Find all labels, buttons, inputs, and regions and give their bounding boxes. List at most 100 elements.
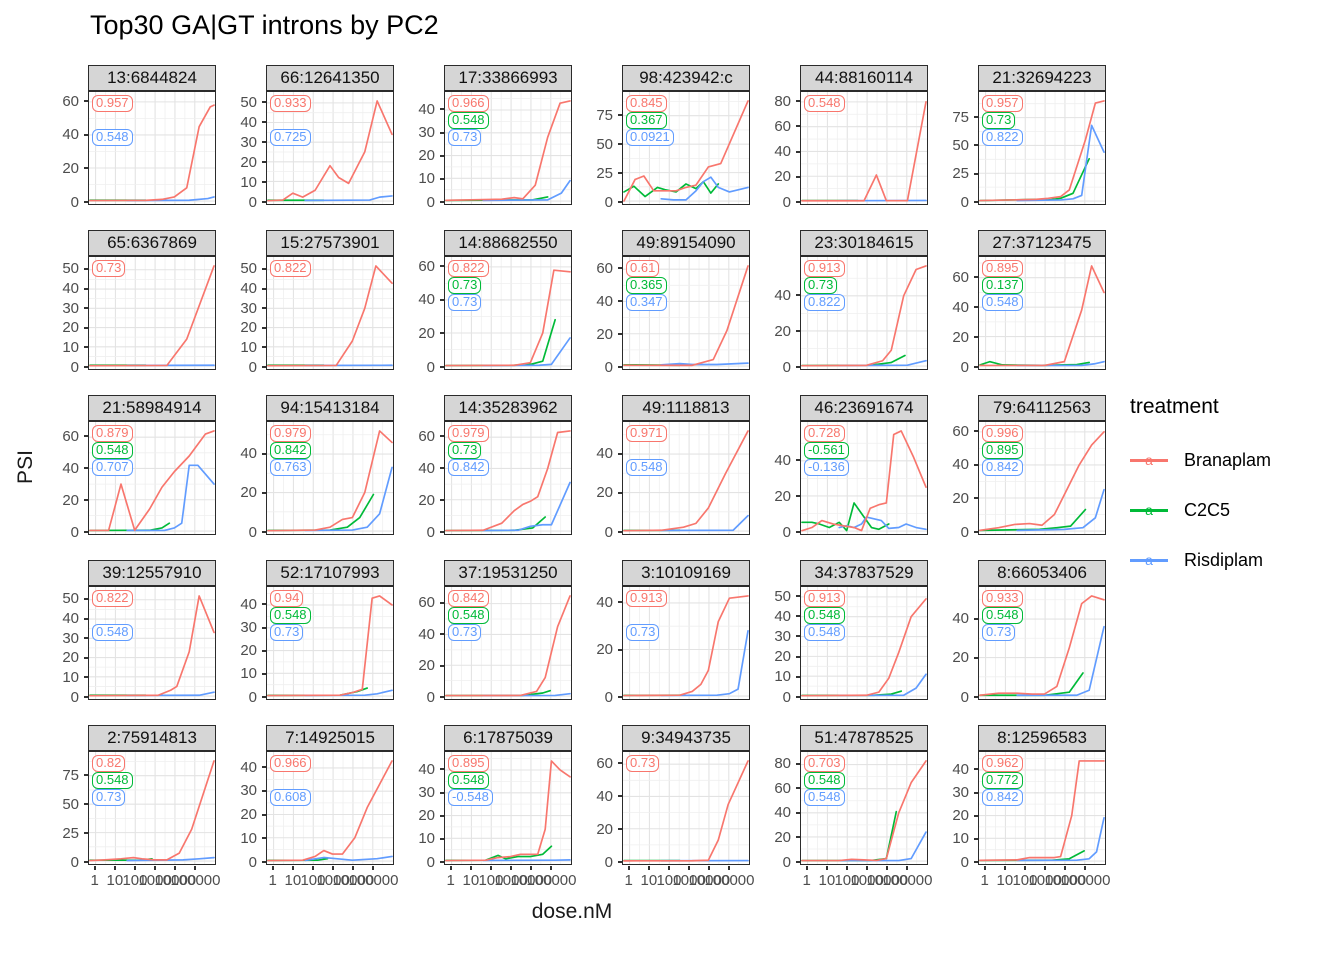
series-c2c5-line (623, 180, 720, 198)
legend-item-risdiplam: a Risdiplam (1130, 535, 1340, 585)
y-axis-ticks: 0 20 40 60 80 (750, 751, 800, 870)
y-tick-mark (440, 467, 444, 470)
y-axis-ticks: 0 20 40 (750, 256, 800, 375)
corr-label-branaplam: 0.73 (626, 755, 660, 772)
y-tick-label: 40 (952, 298, 969, 316)
y-tick-mark (440, 768, 444, 771)
y-tick-label: 20 (774, 487, 791, 505)
y-tick-label: 60 (418, 427, 435, 445)
corr-label-branaplam: 0.979 (448, 425, 489, 442)
y-tick-mark (618, 828, 622, 831)
facet-plot-area: 0.822 (266, 256, 394, 370)
x-tick-mark (667, 866, 670, 870)
series-branaplam-line (267, 760, 393, 862)
y-tick-mark (84, 100, 88, 103)
y-tick-mark (440, 601, 444, 604)
x-tick-label: 1000 (138, 872, 172, 889)
facet-plot-area: 0.979 0.842 0.763 (266, 421, 394, 535)
y-tick-mark (440, 298, 444, 301)
series-risdiplam-line (1016, 816, 1105, 862)
x-tick-mark (550, 866, 553, 870)
y-tick-mark (796, 125, 800, 128)
y-tick-mark (262, 491, 266, 494)
corr-label-risdiplam: 0.73 (270, 624, 304, 641)
x-tick-label: 100 (122, 872, 148, 889)
y-tick-label: 10 (240, 173, 257, 191)
y-axis-ticks: 0 25 50 75 (928, 91, 978, 210)
y-tick-mark (796, 150, 800, 153)
series-risdiplam-line (1016, 124, 1105, 202)
y-tick-mark (84, 467, 88, 470)
series-branaplam-line (623, 100, 749, 202)
y-tick-label: 0 (604, 853, 613, 871)
y-tick-mark (974, 144, 978, 147)
y-tick-mark (84, 346, 88, 349)
series-branaplam-line (623, 595, 749, 697)
y-tick-label: 40 (62, 610, 79, 628)
y-tick-label: 0 (604, 358, 613, 376)
series-c2c5-line (445, 516, 547, 532)
y-tick-label: 30 (774, 627, 791, 645)
series-branaplam-line (445, 269, 571, 367)
corr-label-branaplam: 0.971 (626, 425, 667, 442)
facet-plot-area: 0.913 0.73 (622, 586, 750, 700)
x-tick-label: 10 (284, 872, 302, 889)
corr-label-branaplam: 0.933 (982, 590, 1023, 607)
x-tick-mark (627, 866, 630, 870)
y-tick-mark (440, 332, 444, 335)
y-tick-label: 50 (774, 587, 791, 605)
y-tick-mark (440, 791, 444, 794)
y-tick-mark (84, 637, 88, 640)
y-tick-mark (84, 676, 88, 679)
x-tick-mark (530, 866, 533, 870)
series-branaplam-line (445, 595, 571, 697)
y-tick-label: 20 (596, 820, 613, 838)
series-branaplam-line (979, 265, 1105, 367)
y-tick-label: 30 (240, 299, 257, 317)
y-tick-mark (440, 435, 444, 438)
corr-label-branaplam: 0.895 (982, 260, 1023, 277)
y-tick-label: 40 (774, 607, 791, 625)
x-tick-mark (469, 866, 472, 870)
x-axis-ticks: 1 10 100 1000 10000 100000 (622, 866, 755, 896)
y-axis-ticks: 0 10 20 30 40 (394, 751, 444, 870)
facet-strip: 8:66053406 (978, 560, 1106, 586)
facet: 34:37837529 0 10 20 30 40 50 0.913 0.548 0.548 (750, 560, 928, 725)
y-tick-mark (618, 861, 622, 863)
y-tick-mark (618, 267, 622, 270)
x-tick-label: 1000 (850, 872, 884, 889)
y-tick-mark (796, 294, 800, 297)
y-tick-mark (84, 656, 88, 659)
y-tick-label: 20 (774, 322, 791, 340)
y-axis-ticks: 0 20 40 60 (572, 256, 622, 375)
y-tick-label: 20 (240, 319, 257, 337)
y-tick-label: 0 (782, 193, 791, 211)
corr-label-c2c5: 0.548 (270, 607, 311, 624)
corr-label-branaplam: 0.957 (92, 95, 133, 112)
x-tick-mark (1084, 866, 1087, 870)
y-tick-label: 0 (70, 688, 79, 706)
y-tick-mark (796, 595, 800, 598)
y-tick-mark (796, 100, 800, 103)
y-tick-mark (974, 201, 978, 203)
corr-label-risdiplam: 0.548 (92, 624, 133, 641)
y-axis-ticks: 0 25 50 75 (572, 91, 622, 210)
y-tick-mark (262, 626, 266, 629)
y-tick-label: 0 (70, 853, 79, 871)
y-tick-mark (796, 459, 800, 462)
y-tick-mark (84, 803, 88, 806)
x-tick-label: 10000 (332, 872, 375, 889)
y-tick-label: 60 (62, 427, 79, 445)
y-tick-label: 40 (952, 610, 969, 628)
y-tick-mark (440, 265, 444, 268)
corr-label-branaplam: 0.73 (92, 260, 126, 277)
y-axis-ticks: 0 20 40 60 (38, 91, 88, 210)
facet-plot-area: 0.703 0.548 0.548 (800, 751, 928, 865)
x-tick-label: 10 (462, 872, 480, 889)
y-axis-ticks: 0 20 40 (572, 421, 622, 540)
x-tick-label: 1000 (316, 872, 350, 889)
facet-plot-area: 0.548 (800, 91, 928, 205)
y-tick-label: 40 (774, 143, 791, 161)
facet: 46:23691674 0 20 40 0.728 -0.561 -0.136 (750, 395, 928, 560)
y-tick-label: 20 (952, 489, 969, 507)
